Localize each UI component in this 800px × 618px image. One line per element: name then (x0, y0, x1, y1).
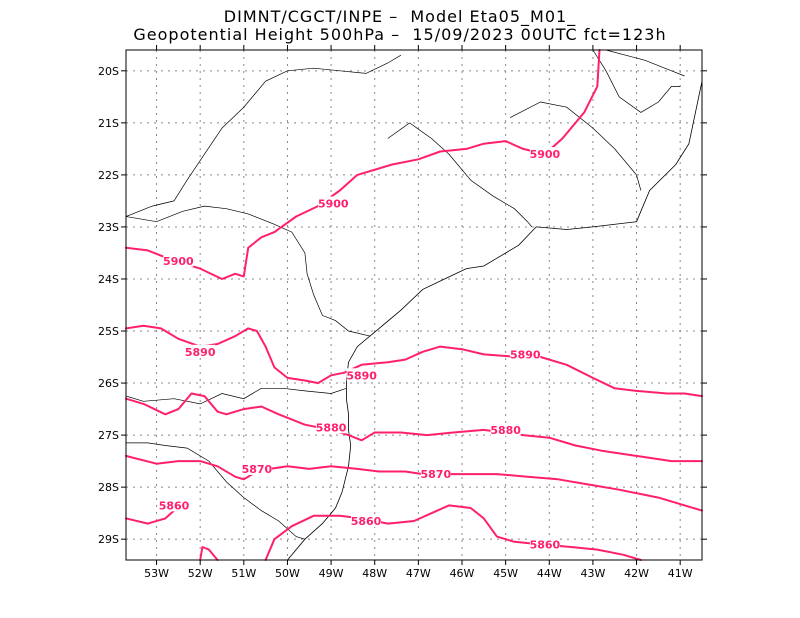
lon-tick-label: 42W (624, 567, 649, 580)
coastline-line (287, 81, 703, 561)
contour-label: 5900 (318, 198, 349, 211)
contour-label-bg (351, 513, 381, 527)
state-border (125, 54, 402, 217)
contour-label-bg (529, 537, 560, 551)
contour-label-bg (490, 422, 521, 436)
contour-label: 5870 (242, 463, 273, 476)
lat-tick-label: 22S (98, 169, 119, 182)
state-borders (125, 49, 685, 540)
contour-label: 5860 (530, 538, 561, 551)
contour-label-bg (316, 420, 347, 434)
grid-lines (126, 50, 702, 560)
state-border (592, 49, 681, 113)
coastline (287, 81, 703, 561)
contour-label: 5870 (421, 468, 452, 481)
lon-tick-label: 50W (275, 567, 300, 580)
lon-tick-label: 51W (231, 567, 256, 580)
lon-tick-label: 44W (537, 567, 562, 580)
lat-tick-label: 29S (98, 533, 119, 546)
contour-label-bg (241, 461, 272, 475)
lon-tick-label: 47W (406, 567, 431, 580)
lon-tick-label: 48W (362, 567, 387, 580)
contour-label: 5900 (163, 255, 194, 268)
state-border (509, 101, 642, 191)
title-line-1: DIMNT/CGCT/INPE – Model Eta05_M01_ (223, 7, 577, 26)
lon-tick-label: 41W (668, 567, 693, 580)
state-border (605, 49, 685, 77)
contour-label-bg (159, 498, 189, 512)
contour-label: 5880 (316, 421, 347, 434)
lon-tick-label: 45W (493, 567, 518, 580)
title-line-2: Geopotential Height 500hPa – 15/09/2023 … (133, 25, 667, 44)
contour-label-bg (346, 368, 377, 382)
lat-tick-label: 26S (98, 377, 119, 390)
contour-5860 (264, 504, 642, 561)
contour-label-bg (529, 147, 560, 161)
geopotential-contours (125, 49, 703, 561)
state-border (387, 122, 533, 228)
lon-tick-label: 49W (319, 567, 344, 580)
lon-tick-label: 52W (188, 567, 213, 580)
contour-label: 5890 (346, 369, 377, 382)
contour-label: 5860 (159, 499, 190, 512)
contour-label: 5890 (510, 348, 541, 361)
lat-tick-label: 28S (98, 481, 119, 494)
contour-label-bg (510, 347, 541, 361)
contour-5900 (125, 49, 601, 280)
contour-5880 (125, 392, 703, 463)
contour-5870 (125, 454, 703, 512)
contour-label: 5890 (185, 346, 216, 359)
axis-tick-labels: 20S 21S 22S 23S 24S 25S 26S 27S 28S 29S 53W 52W 51W 5… (98, 45, 707, 580)
lat-tick-label: 24S (98, 273, 119, 286)
lon-tick-label: 46W (450, 567, 475, 580)
lat-tick-label: 20S (98, 65, 119, 78)
map-frame (125, 49, 703, 561)
contour-5890 (125, 324, 703, 398)
lat-tick-label: 21S (98, 117, 119, 130)
lat-tick-label: 27S (98, 429, 119, 442)
state-border (125, 387, 347, 405)
contour-label-bg (318, 196, 349, 210)
state-border (126, 442, 306, 540)
contour-label-bg (420, 467, 451, 481)
lat-tick-label: 25S (98, 325, 119, 338)
contour-label: 5880 (490, 424, 521, 437)
contour-5860 (199, 546, 219, 561)
lat-tick-label: 23S (98, 221, 119, 234)
contour-label-bg (163, 253, 194, 267)
contour-label: 5900 (530, 148, 561, 161)
lon-tick-label: 53W (144, 567, 169, 580)
lon-tick-label: 43W (580, 567, 605, 580)
contour-label-bg (185, 344, 216, 358)
state-border (125, 205, 371, 337)
contour-labels: 5900 5900 5900 5890 5890 5890 5880 5880 5870 5870… (159, 147, 561, 551)
contour-label: 5860 (351, 515, 382, 528)
